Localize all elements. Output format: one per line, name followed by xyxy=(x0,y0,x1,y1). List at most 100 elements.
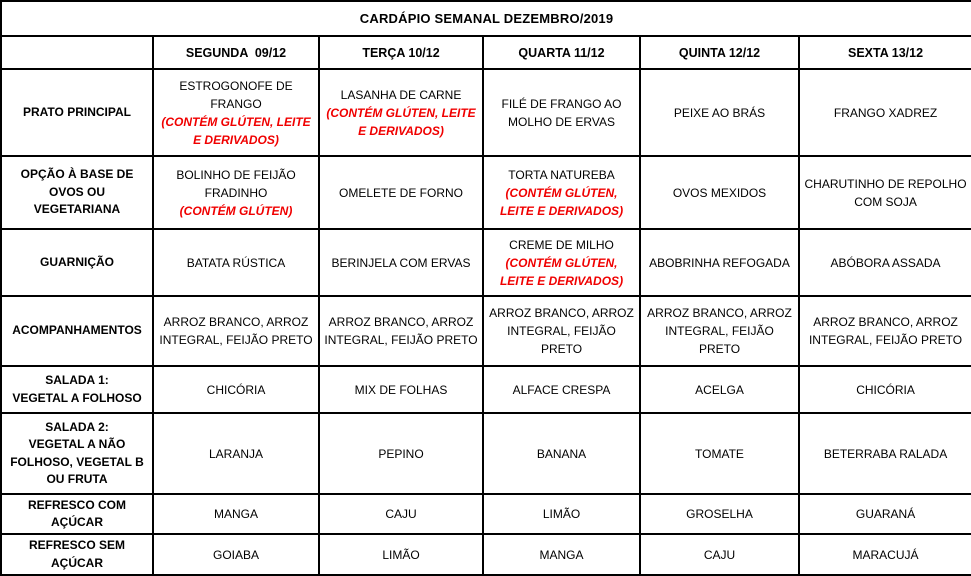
menu-cell: ARROZ BRANCO, ARROZ INTEGRAL, FEIJÃO PRE… xyxy=(797,295,971,367)
row-refresco-sem-acucar: REFRESCO SEM AÇÚCAR GOIABA LIMÃO MANGA C… xyxy=(0,533,971,576)
menu-cell: GROSELHA xyxy=(639,493,800,535)
col-header-thursday: QUINTA 12/12 xyxy=(639,35,800,70)
menu-cell: ABOBRINHA REFOGADA xyxy=(639,228,800,297)
row-label: SALADA 2: VEGETAL A NÃO FOLHOSO, VEGETAL… xyxy=(0,412,154,495)
row-label: PRATO PRINCIPAL xyxy=(0,68,154,157)
dish-name: CHICÓRIA xyxy=(856,382,915,397)
menu-cell: TOMATE xyxy=(639,412,800,495)
dish-name: TORTA NATUREBA xyxy=(508,167,615,182)
menu-cell: ABÓBORA ASSADA xyxy=(797,228,971,297)
row-guarnicao: GUARNIÇÃO BATATA RÚSTICA BERINJELA COM E… xyxy=(0,228,971,297)
row-opcao-vegetariana: OPÇÃO À BASE DE OVOS OU VEGETARIANA BOLI… xyxy=(0,155,971,230)
menu-cell: FRANGO XADREZ xyxy=(797,68,971,157)
row-label: SALADA 1: VEGETAL A FOLHOSO xyxy=(0,365,154,414)
dish-name: MARACUJÁ xyxy=(852,547,919,562)
allergen-note: (CONTÉM GLÚTEN, LEITE E DERIVADOS) xyxy=(161,114,311,147)
menu-cell: ARROZ BRANCO, ARROZ INTEGRAL, FEIJÃO PRE… xyxy=(482,295,641,367)
dish-name: ARROZ BRANCO, ARROZ INTEGRAL, FEIJÃO PRE… xyxy=(647,306,792,356)
row-salada-1: SALADA 1: VEGETAL A FOLHOSO CHICÓRIA MIX… xyxy=(0,365,971,414)
allergen-note: (CONTÉM GLÚTEN, LEITE E DERIVADOS) xyxy=(499,255,624,288)
menu-cell: ARROZ BRANCO, ARROZ INTEGRAL, FEIJÃO PRE… xyxy=(639,295,800,367)
title-row: CARDÁPIO SEMANAL DEZEMBRO/2019 xyxy=(0,0,971,37)
dish-name: BATATA RÚSTICA xyxy=(186,255,286,270)
dish-name: ABÓBORA ASSADA xyxy=(830,255,941,270)
menu-cell: LIMÃO xyxy=(482,493,641,535)
menu-cell: PEIXE AO BRÁS xyxy=(639,68,800,157)
row-label: REFRESCO COM AÇÚCAR xyxy=(0,493,154,535)
dish-name: LIMÃO xyxy=(382,547,420,562)
dish-name: ARROZ BRANCO, ARROZ INTEGRAL, FEIJÃO PRE… xyxy=(489,306,634,356)
menu-cell: CHICÓRIA xyxy=(797,365,971,414)
page-title: CARDÁPIO SEMANAL DEZEMBRO/2019 xyxy=(0,0,971,37)
dish-name: PEPINO xyxy=(378,446,424,461)
menu-cell: OVOS MEXIDOS xyxy=(639,155,800,230)
dish-name: LASANHA DE CARNE xyxy=(340,87,462,102)
dish-name: ARROZ BRANCO, ARROZ INTEGRAL, FEIJÃO PRE… xyxy=(808,315,963,347)
dish-name: PEIXE AO BRÁS xyxy=(673,105,766,120)
allergen-note: (CONTÉM GLÚTEN) xyxy=(179,203,293,218)
dish-name: BERINJELA COM ERVAS xyxy=(331,255,471,270)
menu-cell: MARACUJÁ xyxy=(797,533,971,576)
menu-cell: TORTA NATUREBA (CONTÉM GLÚTEN, LEITE E D… xyxy=(482,155,641,230)
dish-name: ACELGA xyxy=(695,382,744,397)
dish-name: MIX DE FOLHAS xyxy=(354,382,448,397)
col-header-wednesday: QUARTA 11/12 xyxy=(482,35,641,70)
menu-cell: PEPINO xyxy=(318,412,484,495)
row-label: REFRESCO SEM AÇÚCAR xyxy=(0,533,154,576)
menu-cell: GOIABA xyxy=(152,533,320,576)
dish-name: GUARANÁ xyxy=(855,507,916,521)
dish-name: FILÉ DE FRANGO AO MOLHO DE ERVAS xyxy=(501,96,622,129)
menu-cell: LARANJA xyxy=(152,412,320,495)
header-row: SEGUNDA 09/12 TERÇA 10/12 QUARTA 11/12 Q… xyxy=(0,35,971,70)
corner-cell xyxy=(0,35,154,70)
dish-name: OVOS MEXIDOS xyxy=(672,185,767,200)
menu-cell: MANGA xyxy=(152,493,320,535)
dish-name: BETERRABA RALADA xyxy=(823,446,948,461)
dish-name: CHICÓRIA xyxy=(206,382,266,397)
dish-name: CREME DE MILHO xyxy=(509,237,614,252)
menu-cell: BANANA xyxy=(482,412,641,495)
dish-name: BANANA xyxy=(536,446,587,461)
menu-cell: LASANHA DE CARNE (CONTÉM GLÚTEN, LEITE E… xyxy=(318,68,484,157)
col-header-monday: SEGUNDA 09/12 xyxy=(152,35,320,70)
menu-cell: OMELETE DE FORNO xyxy=(318,155,484,230)
dish-name: GROSELHA xyxy=(686,507,753,521)
menu-cell: ALFACE CRESPA xyxy=(482,365,641,414)
menu-cell: CAJU xyxy=(318,493,484,535)
menu-cell: BATATA RÚSTICA xyxy=(152,228,320,297)
menu-cell: ARROZ BRANCO, ARROZ INTEGRAL, FEIJÃO PRE… xyxy=(318,295,484,367)
dish-name: ESTROGONOFE DE FRANGO xyxy=(179,78,293,111)
row-refresco-com-acucar: REFRESCO COM AÇÚCAR MANGA CAJU LIMÃO GRO… xyxy=(0,493,971,535)
menu-cell: CAJU xyxy=(639,533,800,576)
dish-name: OMELETE DE FORNO xyxy=(338,185,463,200)
row-acompanhamentos: ACOMPANHAMENTOS ARROZ BRANCO, ARROZ INTE… xyxy=(0,295,971,367)
menu-cell: CHICÓRIA xyxy=(152,365,320,414)
allergen-note: (CONTÉM GLÚTEN, LEITE E DERIVADOS) xyxy=(326,105,476,138)
menu-cell: BERINJELA COM ERVAS xyxy=(318,228,484,297)
col-header-friday: SEXTA 13/12 xyxy=(797,35,971,70)
dish-name: TOMATE xyxy=(695,446,744,461)
menu-cell: ESTROGONOFE DE FRANGO (CONTÉM GLÚTEN, LE… xyxy=(152,68,320,157)
menu-cell: BETERRABA RALADA xyxy=(797,412,971,495)
dish-name: BOLINHO DE FEIJÃO FRADINHO xyxy=(176,167,296,200)
row-label: OPÇÃO À BASE DE OVOS OU VEGETARIANA xyxy=(0,155,154,230)
menu-cell: ACELGA xyxy=(639,365,800,414)
dish-name: MANGA xyxy=(539,547,584,562)
dish-name: ARROZ BRANCO, ARROZ INTEGRAL, FEIJÃO PRE… xyxy=(324,315,478,347)
dish-name: MANGA xyxy=(213,507,258,521)
dish-name: LARANJA xyxy=(208,446,264,461)
dish-name: CHARUTINHO DE REPOLHO COM SOJA xyxy=(804,176,967,209)
row-label: GUARNIÇÃO xyxy=(0,228,154,297)
dish-name: CAJU xyxy=(703,547,736,562)
dish-name: ALFACE CRESPA xyxy=(512,382,611,397)
menu-cell: MIX DE FOLHAS xyxy=(318,365,484,414)
menu-cell: CREME DE MILHO (CONTÉM GLÚTEN, LEITE E D… xyxy=(482,228,641,297)
row-salada-2: SALADA 2: VEGETAL A NÃO FOLHOSO, VEGETAL… xyxy=(0,412,971,495)
dish-name: ARROZ BRANCO, ARROZ INTEGRAL, FEIJÃO PRE… xyxy=(159,315,313,347)
menu-cell: GUARANÁ xyxy=(797,493,971,535)
row-prato-principal: PRATO PRINCIPAL ESTROGONOFE DE FRANGO (C… xyxy=(0,68,971,157)
dish-name: FRANGO XADREZ xyxy=(833,105,938,120)
col-header-tuesday: TERÇA 10/12 xyxy=(318,35,484,70)
menu-cell: MANGA xyxy=(482,533,641,576)
